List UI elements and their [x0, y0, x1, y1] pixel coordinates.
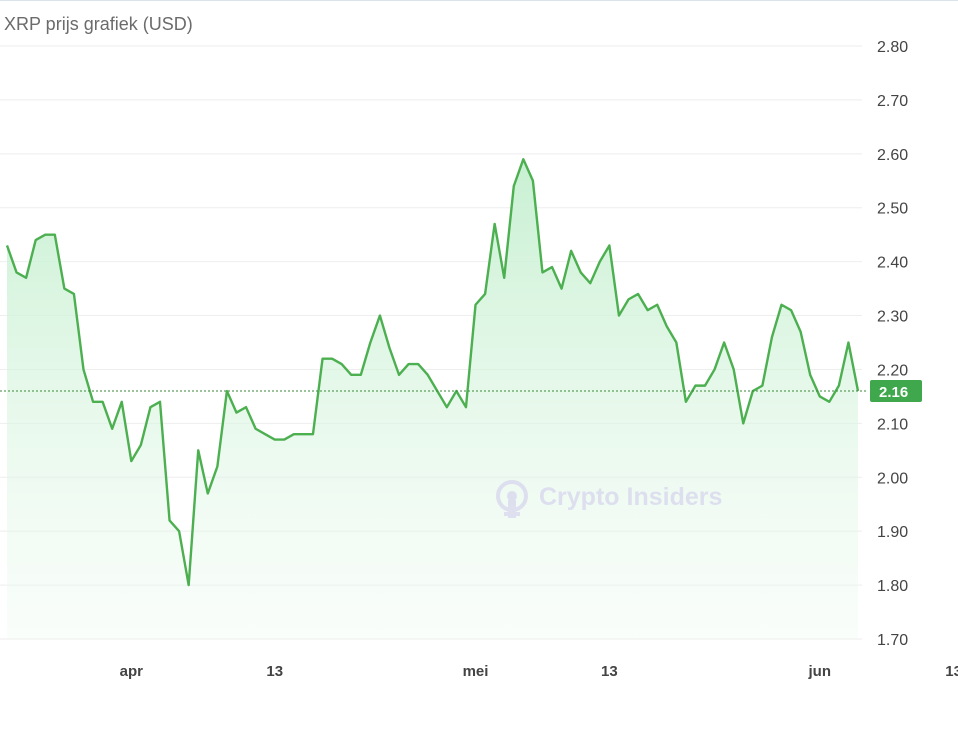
y-tick-label: 2.80: [877, 39, 908, 56]
x-tick-label: mei: [463, 663, 489, 680]
y-tick-label: 1.80: [877, 578, 908, 595]
price-line: [5, 158, 860, 587]
price-area-fill: [7, 159, 858, 639]
y-tick-label: 2.40: [877, 255, 908, 272]
y-tick-label: 2.50: [877, 201, 908, 218]
watermark-text: Crypto Insiders: [539, 483, 722, 511]
y-tick-label: 2.70: [877, 93, 908, 110]
y-tick-label: 2.10: [877, 416, 908, 433]
current-price-label: 2.16: [879, 384, 908, 401]
x-tick-label: 13: [266, 663, 283, 680]
x-tick-label: 13: [945, 663, 958, 680]
x-tick-label: 13: [601, 663, 618, 680]
y-tick-label: 2.60: [877, 147, 908, 164]
x-tick-label: jun: [808, 663, 832, 680]
watermark: Crypto Insiders: [496, 480, 722, 518]
top-rule: [0, 0, 958, 1]
y-tick-label: 2.20: [877, 362, 908, 379]
crypto-insiders-logo-icon: [496, 480, 528, 518]
y-tick-label: 2.00: [877, 470, 908, 487]
y-tick-label: 1.70: [877, 632, 908, 649]
x-axis: apr 13 mei 13 jun 13: [120, 663, 958, 680]
y-tick-label: 1.90: [877, 524, 908, 541]
y-axis: 2.80 2.70 2.60 2.50 2.40 2.30 2.20 2.10 2.00 1.90…: [877, 39, 908, 649]
chart-title: XRP prijs grafiek (USD): [4, 14, 193, 34]
y-tick-label: 2.30: [877, 309, 908, 326]
current-price-badge: 2.16: [870, 380, 922, 403]
x-tick-label: apr: [120, 663, 144, 680]
